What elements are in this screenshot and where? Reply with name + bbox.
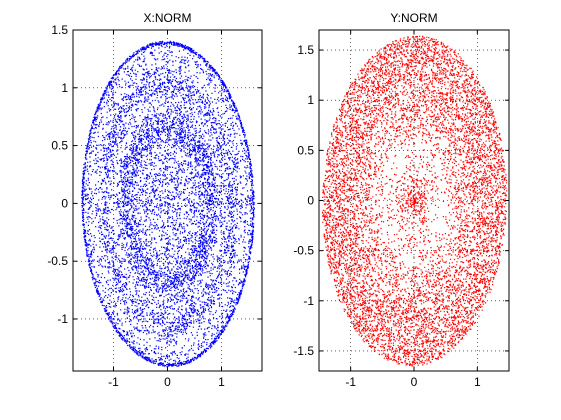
y-tick-label: 0 xyxy=(61,196,68,210)
tick-marks xyxy=(319,30,509,371)
x-tick-label: -1 xyxy=(345,375,356,389)
x-tick-label: 1 xyxy=(218,375,225,389)
tick-marks xyxy=(73,29,262,371)
chart-title: Y:NORM xyxy=(390,11,437,25)
y-tick-label: 1.5 xyxy=(51,23,68,37)
scatter-series-y-norm xyxy=(321,35,508,367)
y-tick-label: -1.5 xyxy=(293,344,314,358)
y-tick-label: 0.5 xyxy=(51,139,68,153)
y-tick-label: 1 xyxy=(307,93,314,107)
x-tick-label: 1 xyxy=(474,375,481,389)
y-tick-label: -0.5 xyxy=(293,244,314,258)
scatter-series-x-norm xyxy=(81,40,255,368)
y-tick-label: -1 xyxy=(57,312,68,326)
scatter-points xyxy=(81,40,255,368)
x-tick-label: -1 xyxy=(108,375,119,389)
panel-y-norm: -1 0 1 -1.5 -1 -0.5 0 0.5 1 1.5 Y:NORM xyxy=(293,11,510,389)
y-tick-label: 1.5 xyxy=(297,43,314,57)
y-tick-label: -1 xyxy=(303,294,314,308)
chart-title: X:NORM xyxy=(144,11,192,25)
tick-labels: -1 0 1 -1 -0.5 0 0.5 1 1.5 xyxy=(47,23,225,389)
axes-background xyxy=(73,30,262,371)
panel-x-norm: -1 0 1 -1 -0.5 0 0.5 1 1.5 X:NORM xyxy=(47,11,263,389)
y-tick-label: 0.5 xyxy=(297,143,314,157)
grid-lines xyxy=(319,30,509,371)
x-tick-label: 0 xyxy=(411,375,418,389)
y-tick-label: -0.5 xyxy=(47,254,68,268)
tick-labels: -1 0 1 -1.5 -1 -0.5 0 0.5 1 1.5 xyxy=(293,43,481,389)
y-tick-label: 1 xyxy=(61,81,68,95)
scatter-points xyxy=(321,35,508,367)
y-tick-label: 0 xyxy=(307,194,314,208)
x-tick-label: 0 xyxy=(164,375,171,389)
